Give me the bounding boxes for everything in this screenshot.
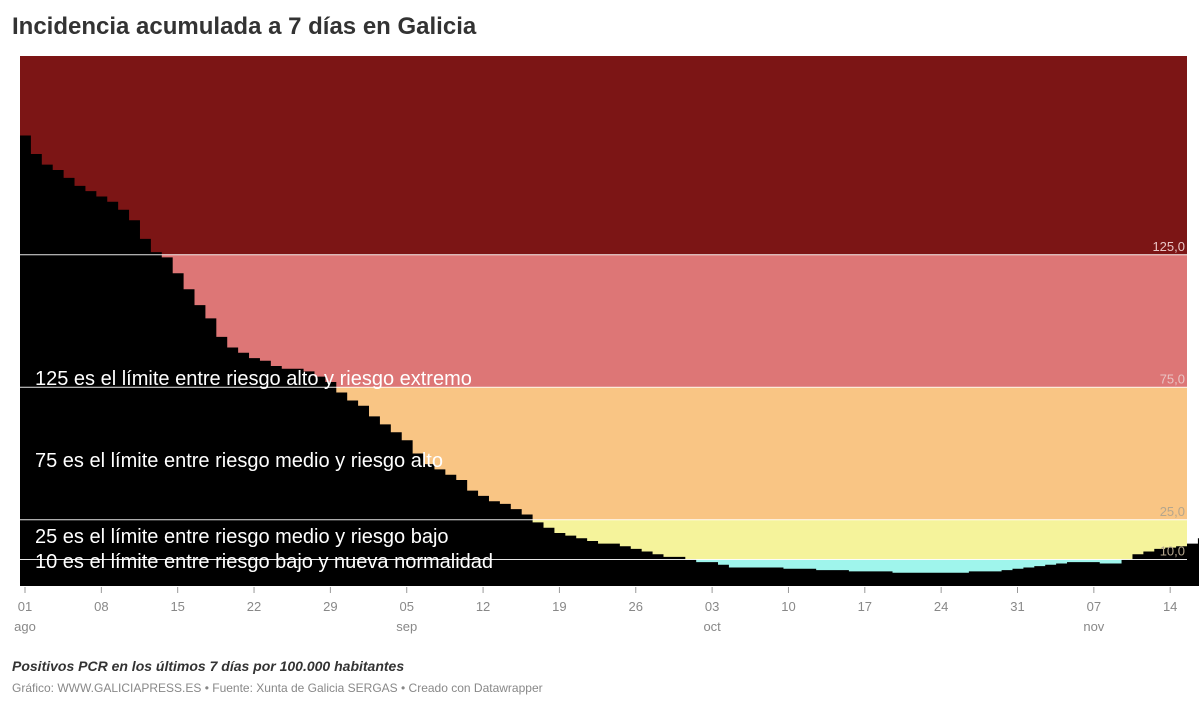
annotations: 125 es el límite entre riesgo alto y rie…	[35, 368, 493, 573]
x-tick-label-2021-09-26: 26	[629, 599, 643, 614]
threshold-label-25: 25,0	[1160, 504, 1185, 519]
chart-subtitle: Positivos PCR en los últimos 7 días por …	[12, 658, 405, 674]
x-tick-label-2021-08-08: 08	[94, 599, 108, 614]
annotation-75: 75 es el límite entre riesgo medio y rie…	[35, 450, 443, 472]
x-tick-label-2021-09-19: 19	[552, 599, 566, 614]
annotation-10: 10 es el límite entre riesgo bajo y nuev…	[35, 551, 493, 573]
x-tick-label-2021-10-24: 24	[934, 599, 948, 614]
threshold-label-10: 10,0	[1160, 544, 1185, 559]
annotation-25: 25 es el límite entre riesgo medio y rie…	[35, 526, 449, 548]
threshold-labels: 125,0 75,0 25,0 10,0	[1152, 239, 1185, 559]
x-month-label-2021-11-07: nov	[1083, 619, 1104, 634]
x-month-label-2021-09-05: sep	[396, 619, 417, 634]
x-tick-label-2021-10-03: 03	[705, 599, 719, 614]
chart-area: 125,0 75,0 25,0 10,0 125 es el límite entre…	[14, 56, 1199, 634]
chart-footer: Gráfico: WWW.GALICIAPRESS.ES • Fuente: X…	[12, 681, 543, 695]
x-tick-label-2021-08-15: 15	[170, 599, 184, 614]
x-tick-label-2021-10-10: 10	[781, 599, 795, 614]
risk-band-125-200	[20, 56, 1187, 255]
x-tick-label-2021-11-14: 14	[1163, 599, 1177, 614]
x-tick-label-2021-08-01: 01	[18, 599, 32, 614]
x-tick-label-2021-11-07: 07	[1087, 599, 1101, 614]
x-tick-label-2021-10-31: 31	[1010, 599, 1024, 614]
x-tick-label-2021-08-29: 29	[323, 599, 337, 614]
chart-title: Incidencia acumulada a 7 días en Galicia	[12, 13, 477, 40]
incidence-area	[20, 135, 1199, 586]
annotation-125: 125 es el límite entre riesgo alto y rie…	[35, 368, 472, 390]
x-tick-label-2021-09-05: 05	[399, 599, 413, 614]
x-axis: 01 ago 08 15 22 29 05 sep 12 19 26 03 oct 10 17 24 31 07 n…	[14, 587, 1177, 634]
x-month-label-2021-10-03: oct	[703, 619, 721, 634]
threshold-lines	[20, 254, 1187, 560]
threshold-label-75: 75,0	[1160, 371, 1185, 386]
x-tick-label-2021-09-12: 12	[476, 599, 490, 614]
x-tick-label-2021-10-17: 17	[858, 599, 872, 614]
x-month-label-2021-08-01: ago	[14, 619, 36, 634]
x-tick-label-2021-08-22: 22	[247, 599, 261, 614]
threshold-label-125: 125,0	[1152, 239, 1185, 254]
